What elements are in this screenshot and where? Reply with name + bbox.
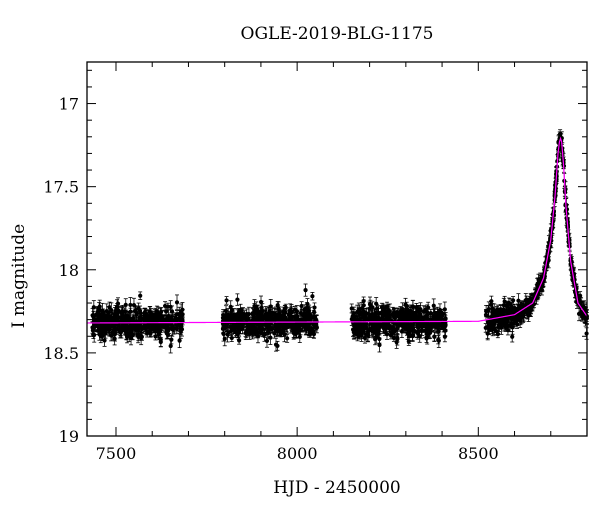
data-point	[148, 329, 153, 338]
data-point	[130, 330, 135, 341]
data-point	[136, 302, 141, 315]
data-point	[222, 331, 227, 347]
data-point	[256, 304, 261, 318]
x-tick-label: 7500	[96, 444, 137, 463]
data-point	[303, 313, 308, 327]
data-point	[95, 306, 100, 319]
y-tick-label: 17.5	[43, 178, 79, 197]
data-point	[245, 315, 250, 325]
data-point	[262, 329, 267, 338]
data-point	[163, 314, 169, 327]
x-axis-label: HJD - 2450000	[273, 478, 401, 498]
data-point	[285, 333, 290, 343]
data-point	[312, 302, 317, 313]
data-point	[306, 306, 311, 315]
data-point	[112, 312, 117, 326]
data-point	[102, 334, 107, 347]
data-point	[153, 315, 158, 326]
data-point	[432, 331, 437, 342]
data-points	[90, 129, 589, 354]
data-point	[282, 304, 288, 320]
data-point	[124, 310, 129, 323]
data-point	[224, 296, 229, 305]
x-tick-label: 8000	[277, 444, 318, 463]
data-point	[220, 311, 226, 325]
data-point	[310, 326, 315, 336]
data-point	[279, 327, 284, 338]
chart-title: OGLE-2019-BLG-1175	[240, 24, 434, 44]
x-tick-label: 8500	[458, 444, 499, 463]
data-point	[237, 336, 242, 345]
y-tick-label: 17	[59, 95, 79, 114]
data-point	[100, 302, 105, 319]
data-point	[101, 320, 106, 330]
data-point	[265, 324, 271, 339]
y-tick-label: 18.5	[43, 344, 79, 363]
data-point	[277, 317, 282, 332]
data-point	[102, 310, 107, 320]
data-point	[169, 334, 174, 345]
data-point	[252, 312, 257, 327]
data-point	[180, 309, 185, 320]
data-point	[137, 317, 142, 333]
data-point	[91, 331, 96, 340]
plot-frame	[86, 61, 588, 437]
data-point	[310, 291, 315, 301]
data-point	[245, 324, 250, 337]
model-curve	[87, 136, 588, 324]
axis-ticks: 7500 8000 8500 17 17.5 18 18.5 19	[43, 62, 588, 463]
data-point	[91, 300, 96, 315]
data-point	[128, 307, 133, 316]
data-point	[106, 325, 111, 335]
data-point	[273, 337, 279, 352]
data-point	[174, 294, 180, 311]
data-point	[294, 324, 299, 338]
data-point	[115, 297, 121, 310]
data-point	[288, 303, 293, 318]
y-tick-label: 19	[59, 427, 79, 446]
data-point	[286, 320, 292, 328]
data-point	[166, 324, 171, 337]
data-point	[118, 326, 123, 339]
data-point	[235, 293, 240, 306]
data-point	[231, 308, 237, 322]
data-point	[410, 327, 415, 342]
data-point	[226, 312, 231, 324]
data-point	[120, 304, 125, 319]
data-point	[241, 318, 246, 331]
data-point	[169, 305, 175, 318]
data-point	[144, 310, 149, 324]
data-point	[229, 334, 234, 342]
data-point	[303, 283, 308, 297]
data-point	[268, 309, 273, 323]
data-point	[90, 326, 95, 335]
data-point	[298, 305, 303, 321]
data-point	[162, 301, 168, 311]
data-point	[272, 328, 277, 339]
y-tick-label: 18	[59, 261, 79, 280]
data-point	[138, 291, 143, 300]
data-point	[124, 326, 129, 341]
